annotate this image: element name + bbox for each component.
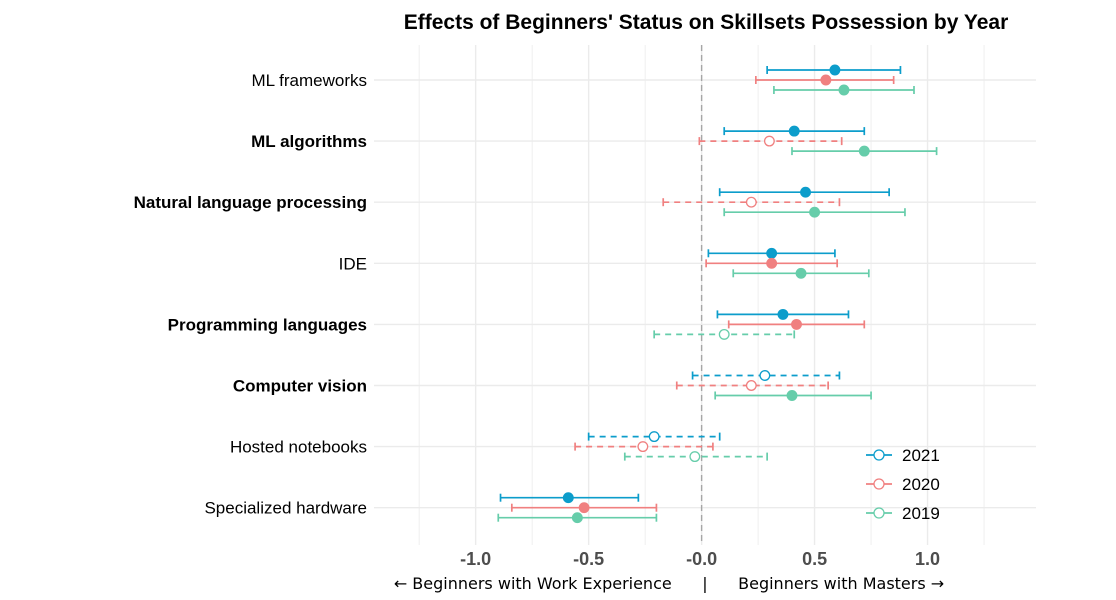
estimate-group-2019 bbox=[723, 206, 906, 218]
estimate-group-2019 bbox=[623, 451, 768, 463]
chart-title: Effects of Beginners' Status on Skillset… bbox=[404, 11, 1009, 34]
category-label: IDE bbox=[339, 254, 367, 273]
point-estimate bbox=[571, 512, 583, 524]
estimate-group-2020 bbox=[675, 380, 829, 391]
grid-lines bbox=[374, 45, 1036, 545]
point-estimate bbox=[829, 64, 841, 76]
point-estimate bbox=[718, 328, 730, 340]
estimate-group-2021 bbox=[718, 186, 890, 198]
point-estimate bbox=[562, 492, 574, 504]
estimate-group-2019 bbox=[653, 328, 796, 340]
estimate-group-2021 bbox=[766, 64, 902, 76]
point-estimate bbox=[791, 318, 802, 330]
point-estimate bbox=[788, 125, 800, 137]
point-estimate bbox=[763, 135, 775, 147]
point-estimate bbox=[766, 247, 778, 259]
estimate-group-2021 bbox=[587, 431, 721, 443]
category-label: ML frameworks bbox=[251, 71, 367, 90]
estimate-group-2020 bbox=[727, 318, 866, 330]
estimate-group-2020 bbox=[510, 502, 658, 514]
category-label: ML algorithms bbox=[251, 132, 367, 151]
estimate-group-2020 bbox=[754, 74, 895, 86]
x-tick-label: 0.5 bbox=[802, 549, 827, 569]
point-estimate bbox=[777, 308, 789, 320]
estimate-group-2020 bbox=[705, 257, 839, 269]
x-tick-label: -0.0 bbox=[686, 549, 717, 569]
legend: 2021 2020 2019 bbox=[866, 446, 940, 523]
legend-label: 2020 bbox=[902, 475, 940, 494]
estimate-group-2019 bbox=[791, 145, 938, 157]
x-axis-ticks: -1.0 -0.5 -0.0 0.5 1.0 bbox=[460, 549, 940, 569]
estimate-group-2021 bbox=[499, 492, 640, 504]
estimate-group-2020 bbox=[574, 441, 714, 453]
x-tick-label: 1.0 bbox=[915, 549, 940, 569]
estimate-group-2020 bbox=[698, 135, 843, 147]
x-axis-label: ← Beginners with Work Experience | Begin… bbox=[394, 574, 944, 593]
point-estimate bbox=[838, 84, 850, 96]
legend-item: 2020 bbox=[866, 475, 940, 494]
point-estimate bbox=[809, 206, 821, 218]
x-tick-label: -0.5 bbox=[573, 549, 604, 569]
category-label: Specialized hardware bbox=[204, 499, 367, 518]
estimate-group-2021 bbox=[723, 125, 866, 137]
point-estimate bbox=[745, 196, 757, 208]
point-estimate bbox=[648, 431, 660, 443]
legend-label: 2019 bbox=[902, 504, 940, 523]
legend-item: 2021 bbox=[866, 446, 940, 465]
point-estimate bbox=[578, 502, 590, 514]
x-tick-label: -1.0 bbox=[460, 549, 491, 569]
estimate-group-2019 bbox=[497, 512, 658, 524]
legend-marker bbox=[873, 478, 885, 490]
point-estimate bbox=[800, 186, 811, 198]
data-marks bbox=[497, 64, 938, 524]
category-label: Natural language processing bbox=[134, 193, 367, 212]
estimate-group-2020 bbox=[662, 196, 841, 208]
point-estimate bbox=[786, 390, 798, 401]
point-estimate bbox=[766, 257, 778, 269]
point-estimate bbox=[745, 380, 757, 391]
point-estimate bbox=[637, 441, 649, 453]
estimate-group-2019 bbox=[732, 267, 870, 279]
legend-marker bbox=[873, 507, 885, 519]
legend-marker bbox=[873, 449, 885, 461]
legend-item: 2019 bbox=[866, 504, 940, 523]
point-estimate bbox=[795, 267, 807, 279]
estimate-group-2021 bbox=[707, 247, 836, 259]
category-label: Computer vision bbox=[233, 377, 367, 396]
estimate-group-2019 bbox=[773, 84, 915, 96]
legend-label: 2021 bbox=[902, 446, 940, 465]
point-estimate bbox=[689, 451, 701, 463]
estimate-group-2021 bbox=[716, 308, 850, 320]
point-estimate bbox=[759, 370, 771, 381]
estimate-group-2019 bbox=[714, 390, 872, 401]
point-estimate bbox=[820, 74, 832, 86]
point-estimate bbox=[858, 145, 870, 157]
category-label: Hosted notebooks bbox=[230, 438, 367, 457]
category-labels: ML frameworks ML algorithms Natural langua… bbox=[134, 71, 367, 518]
category-label: Programming languages bbox=[168, 315, 367, 334]
estimate-group-2021 bbox=[691, 370, 841, 381]
